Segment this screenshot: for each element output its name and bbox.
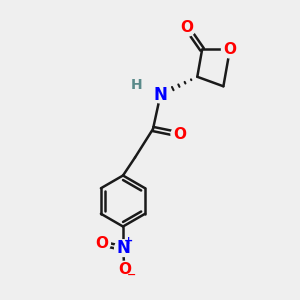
Text: +: + bbox=[124, 236, 133, 247]
Circle shape bbox=[221, 41, 238, 58]
Text: −: − bbox=[126, 270, 136, 280]
Circle shape bbox=[94, 235, 110, 252]
Text: O: O bbox=[118, 262, 131, 277]
Circle shape bbox=[128, 76, 145, 93]
Circle shape bbox=[115, 240, 131, 256]
Circle shape bbox=[179, 20, 196, 36]
Circle shape bbox=[171, 126, 188, 143]
Text: O: O bbox=[173, 127, 186, 142]
Circle shape bbox=[152, 86, 169, 103]
Circle shape bbox=[116, 261, 133, 278]
Text: O: O bbox=[95, 236, 109, 251]
Text: H: H bbox=[131, 78, 142, 92]
Text: N: N bbox=[154, 85, 167, 103]
Text: O: O bbox=[181, 20, 194, 35]
Text: N: N bbox=[116, 239, 130, 257]
Text: O: O bbox=[224, 42, 236, 57]
